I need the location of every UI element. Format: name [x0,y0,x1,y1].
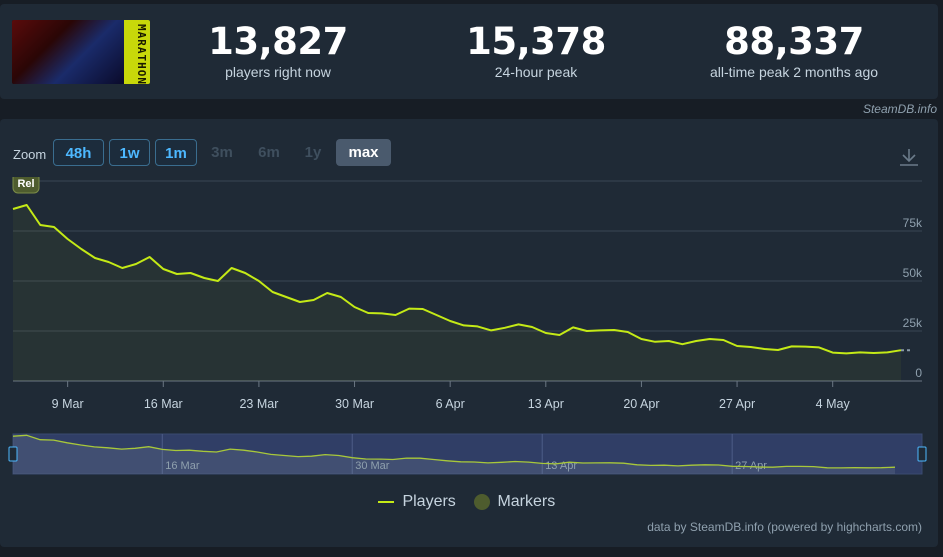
players-line [12,204,902,355]
stat-alltime-peak: 88,337 all-time peak 2 months ago [680,20,908,81]
stats-panel: MARATHON 13,827 players right now 15,378… [0,4,938,99]
alltime-peak-value: 88,337 [724,20,864,63]
steamdb-credit-top[interactable]: SteamDB.info [862,102,937,116]
players-now-label: players right now [225,64,331,80]
logo-wordmark: MARATHON [135,24,148,84]
game-logo[interactable]: MARATHON [12,20,150,84]
legend-markers[interactable]: Markers [473,493,555,511]
x-tick-label: 30 Mar [335,397,374,411]
zoom-max-button[interactable]: max [336,139,391,166]
x-tick-label: 23 Mar [239,397,278,411]
legend-marker-icon [474,494,490,510]
logo-wordmark-bg [124,20,150,84]
y-tick-label: 25k [903,316,923,330]
y-tick-label: 50k [903,266,923,280]
x-tick-label: 6 Apr [436,397,465,411]
navigator-tick-label: 16 Mar [165,460,200,472]
peak-24h-value: 15,378 [466,20,606,63]
zoom-6m-button[interactable]: 6m [258,144,280,161]
y-tick-label: 75k [903,216,923,230]
navigator-line [12,434,896,469]
x-tick-label: 16 Mar [144,397,183,411]
players-now-value: 13,827 [208,20,348,63]
zoom-1y-button[interactable]: 1y [304,144,322,161]
x-tick-label: 9 Mar [52,397,84,411]
peak-24h-label: 24-hour peak [494,64,578,80]
navigator-tick-label: 30 Mar [355,460,390,472]
player-count-chart[interactable]: 0 25k 50k 75k 9 Mar 16 Mar 23 Mar 30 Mar 6 Apr 13… [0,177,938,547]
x-tick-label: 20 Apr [623,397,659,411]
zoom-48h-button[interactable]: 48h [53,139,104,166]
zoom-1w-button[interactable]: 1w [109,139,150,166]
legend-players-label: Players [402,493,456,510]
legend-markers-label: Markers [497,493,556,511]
zoom-1m-button[interactable]: 1m [155,139,197,166]
navigator-handle-left[interactable] [8,446,18,462]
y-tick-label: 0 [915,366,922,380]
navigator-tick-label: 13 Apr [545,460,577,472]
navigator-tick-label: 27 Apr [735,460,767,472]
navigator-area [13,435,895,474]
players-area [13,205,901,381]
logo-artwork [12,20,124,84]
zoom-3m-button[interactable]: 3m [211,144,233,161]
x-tick-label: 27 Apr [719,397,755,411]
release-marker [12,177,40,194]
release-marker-label: Rel [17,178,34,190]
legend-line-icon [378,500,394,503]
alltime-peak-label: all-time peak 2 months ago [709,64,879,80]
x-tick-label: 13 Apr [528,397,564,411]
legend-players[interactable]: Players [378,493,456,511]
navigator-handle-right[interactable] [917,446,927,462]
zoom-label: Zoom [13,147,47,162]
download-icon[interactable] [898,146,920,168]
chart-panel: Zoom 48h 1w 1m 3m 6m 1y max 0 25k 50k 75k 9 … [0,119,938,547]
stat-24h-peak: 15,378 24-hour peak [436,20,636,81]
chart-credit[interactable]: data by SteamDB.info (powered by highcha… [647,520,922,534]
x-tick-label: 4 May [816,397,851,411]
stat-players-now: 13,827 players right now [178,20,378,81]
